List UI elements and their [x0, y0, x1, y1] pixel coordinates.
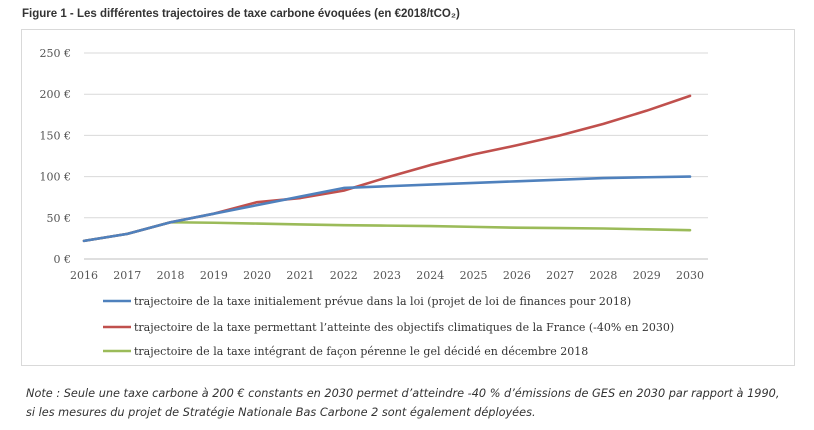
legend-label: trajectoire de la taxe intégrant de faço…: [134, 345, 588, 358]
x-tick-label: 2025: [460, 269, 488, 282]
x-tick-label: 2016: [70, 269, 98, 282]
y-tick-label: 200 €: [40, 88, 72, 101]
y-tick-label: 100 €: [40, 171, 72, 184]
x-tick-label: 2021: [286, 269, 314, 282]
series-line-1: [82, 175, 692, 243]
x-axis-ticks: 2016 2017 2018 2019 2020 2021 2022 2023 2024 2025…: [70, 269, 704, 282]
figure-title: Figure 1 - Les différentes trajectoires …: [22, 8, 460, 20]
x-tick-label: 2022: [330, 269, 358, 282]
legend: trajectoire de la taxe initialement prév…: [103, 295, 674, 358]
line-chart: 0 € 50 € 100 € 150 € 200 € 250 € 2016 2017 2018…: [40, 47, 708, 358]
x-tick-label: 2027: [546, 269, 574, 282]
x-tick-label: 2026: [503, 269, 531, 282]
series-line-3: [82, 220, 692, 243]
x-tick-label: 2024: [416, 269, 444, 282]
y-tick-label: 250 €: [40, 47, 72, 60]
series-line-2: [82, 94, 692, 243]
legend-label: trajectoire de la taxe permettant l’atte…: [134, 321, 674, 334]
footnote: Note : Seule une taxe carbone à 200 € co…: [26, 384, 806, 422]
x-tick-label: 2017: [113, 269, 141, 282]
y-tick-label: 50 €: [47, 212, 72, 225]
y-tick-label: 0 €: [54, 253, 72, 266]
x-tick-label: 2030: [676, 269, 704, 282]
x-tick-label: 2029: [633, 269, 661, 282]
footnote-line-1: Note : Seule une taxe carbone à 200 € co…: [26, 387, 780, 400]
x-tick-label: 2019: [200, 269, 228, 282]
y-axis-ticks: 0 € 50 € 100 € 150 € 200 € 250 €: [40, 47, 72, 266]
x-tick-label: 2018: [157, 269, 185, 282]
y-tick-label: 150 €: [40, 129, 72, 142]
x-tick-label: 2028: [589, 269, 617, 282]
legend-label: trajectoire de la taxe initialement prév…: [134, 295, 631, 308]
chart-frame: [21, 29, 795, 366]
x-tick-label: 2023: [373, 269, 401, 282]
footnote-line-2: si les mesures du projet de Stratégie Na…: [26, 406, 536, 419]
series-lines: [82, 94, 692, 243]
x-tick-label: 2020: [243, 269, 271, 282]
